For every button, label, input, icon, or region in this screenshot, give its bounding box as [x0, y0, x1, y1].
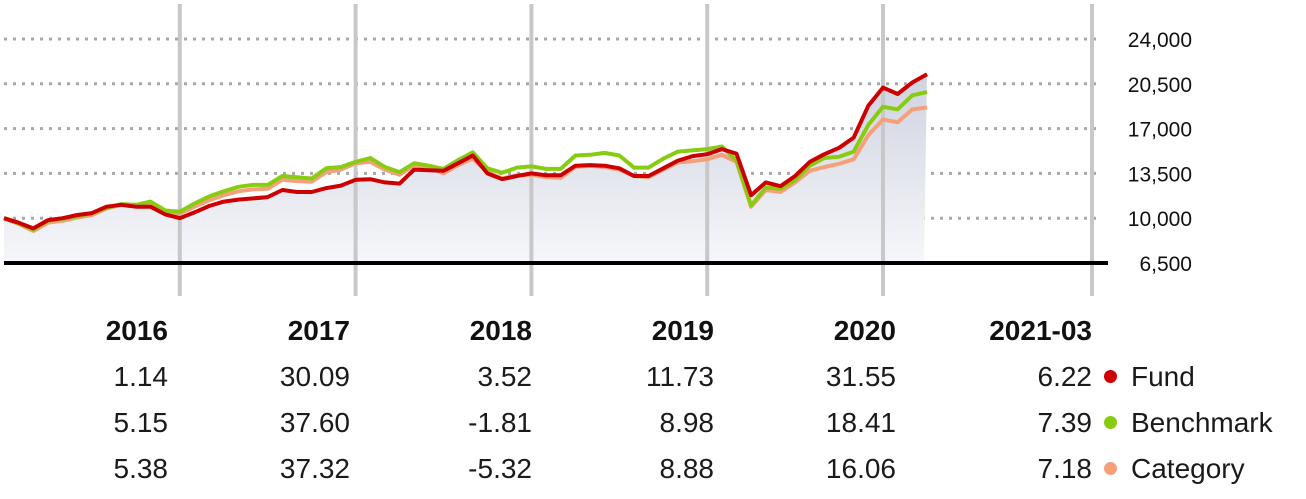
y-axis-ticks: 24,000 20,500 17,000 13,500 10,000 6,500 [1128, 29, 1192, 276]
legend-item-category: Category [1092, 446, 1273, 492]
return-value: 7.39 [1037, 407, 1093, 438]
return-value: 8.98 [659, 407, 715, 438]
year-dividers [4, 4, 1108, 296]
fund-dot-icon [1104, 370, 1117, 384]
return-value: 18.41 [825, 407, 896, 438]
benchmark-line [3, 90, 928, 232]
y-tick-label: 13,500 [1128, 163, 1192, 186]
legend-label: Category [1131, 453, 1245, 484]
return-value: 31.55 [825, 361, 896, 392]
category-dot-icon [1104, 462, 1117, 476]
return-value: 6.22 [1037, 361, 1093, 392]
legend-item-benchmark: Benchmark [1092, 400, 1273, 446]
legend-label: Benchmark [1131, 407, 1273, 438]
year-header: 2016 [105, 315, 168, 346]
fund-returns-row: 1.14 30.09 3.52 11.73 31.55 6.22 Fund [0, 354, 1273, 400]
y-tick-label: 20,500 [1128, 74, 1192, 97]
return-value: 7.18 [1037, 453, 1093, 484]
return-value: 11.73 [646, 361, 714, 392]
year-header: 2017 [287, 315, 350, 346]
y-tick-label: 6,500 [1139, 253, 1192, 276]
return-value: 5.38 [113, 453, 169, 484]
legend-item-fund: Fund [1092, 354, 1273, 400]
series-lines [3, 72, 928, 233]
return-value: 37.60 [279, 407, 350, 438]
fund-line [3, 72, 928, 231]
category-returns-row: 5.38 37.32 -5.32 8.88 16.06 7.18 Categor… [0, 446, 1273, 492]
legend-label: Fund [1131, 361, 1195, 392]
year-header: 2018 [469, 315, 532, 346]
benchmark-dot-icon [1104, 416, 1117, 430]
year-header: 2019 [651, 315, 714, 346]
return-value: 8.88 [659, 453, 715, 484]
return-value: 37.32 [279, 453, 350, 484]
return-value: 1.14 [113, 361, 169, 392]
year-header: 2021-03 [989, 315, 1092, 346]
year-header: 2020 [833, 315, 896, 346]
annual-returns-table: 2016 2017 2018 2019 2020 2021-03 1.14 30… [0, 308, 1273, 492]
y-tick-label: 24,000 [1128, 29, 1192, 52]
return-value: -5.32 [468, 453, 532, 484]
return-value: 3.52 [477, 361, 533, 392]
return-value: 16.06 [825, 453, 896, 484]
return-value: 5.15 [113, 407, 169, 438]
growth-chart: 24,000 20,500 17,000 13,500 10,000 6,500 [3, 4, 1192, 296]
area-fill [4, 74, 927, 263]
y-tick-label: 10,000 [1128, 208, 1192, 231]
fund-area [4, 74, 927, 263]
returns-header-row: 2016 2017 2018 2019 2020 2021-03 [0, 308, 1273, 354]
y-tick-label: 17,000 [1128, 119, 1192, 142]
return-value: -1.81 [468, 407, 532, 438]
return-value: 30.09 [279, 361, 350, 392]
benchmark-returns-row: 5.15 37.60 -1.81 8.98 18.41 7.39 Benchma… [0, 400, 1273, 446]
